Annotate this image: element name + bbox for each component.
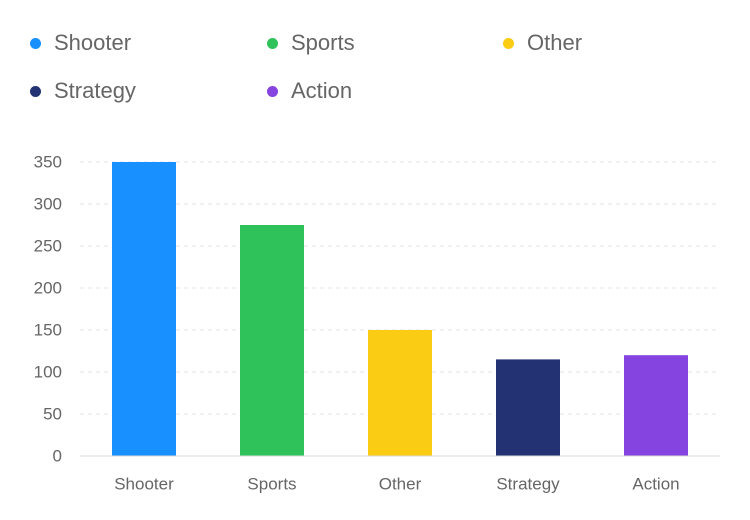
y-tick-label: 100 xyxy=(34,363,62,382)
bar-strategy[interactable] xyxy=(496,359,560,456)
x-tick-label-action: Action xyxy=(632,475,679,494)
legend-item-strategy[interactable]: Strategy xyxy=(30,76,136,106)
legend-item-action[interactable]: Action xyxy=(267,76,352,106)
x-tick-label-other: Other xyxy=(379,475,422,494)
legend-item-other[interactable]: Other xyxy=(503,28,582,58)
y-tick-label: 0 xyxy=(53,447,62,466)
bars xyxy=(112,162,688,456)
chart-legend: Shooter Sports Other Strategy Action xyxy=(0,0,750,120)
x-axis-ticks: Shooter Sports Other Strategy Action xyxy=(114,475,679,494)
x-tick-label-sports: Sports xyxy=(247,475,296,494)
y-tick-label: 150 xyxy=(34,321,62,340)
legend-label-other: Other xyxy=(527,30,583,55)
legend-marker-sports xyxy=(267,37,278,49)
bar-shooter[interactable] xyxy=(112,162,176,456)
bar-other[interactable] xyxy=(368,330,432,456)
y-axis-ticks: 0 50 100 150 200 250 300 350 xyxy=(34,153,62,466)
bar-sports[interactable] xyxy=(240,225,304,456)
legend-label-action: Action xyxy=(291,78,353,103)
legend-marker-strategy xyxy=(30,85,41,97)
legend-marker-action xyxy=(267,85,278,97)
legend-marker-other xyxy=(503,37,514,49)
y-tick-label: 250 xyxy=(34,237,62,256)
legend-marker-shooter xyxy=(30,37,41,49)
y-tick-label: 50 xyxy=(43,405,62,424)
bar-action[interactable] xyxy=(624,355,688,456)
legend-item-sports[interactable]: Sports xyxy=(267,28,355,58)
y-tick-label: 300 xyxy=(34,195,62,214)
legend-label-sports: Sports xyxy=(291,30,355,55)
y-tick-label: 350 xyxy=(34,153,62,172)
x-tick-label-strategy: Strategy xyxy=(496,475,560,494)
y-tick-label: 200 xyxy=(34,279,62,298)
legend-item-shooter[interactable]: Shooter xyxy=(30,28,131,58)
legend-label-strategy: Strategy xyxy=(54,78,136,103)
x-tick-label-shooter: Shooter xyxy=(114,475,174,494)
legend-label-shooter: Shooter xyxy=(54,30,132,55)
